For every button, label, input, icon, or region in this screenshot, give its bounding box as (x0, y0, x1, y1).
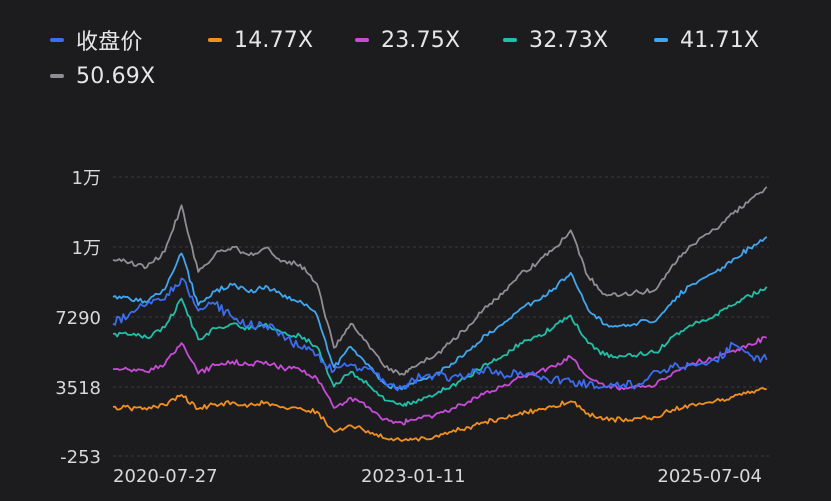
series-line-0 (112, 277, 768, 392)
legend-label: 32.73X (529, 27, 609, 53)
legend-row-1: 收盘价 14.77X 23.75X 32.73X 41.71X (50, 22, 820, 58)
y-tick-label: 1万 (72, 238, 101, 259)
x-tick-label: 2020-07-27 (113, 466, 218, 487)
x-tick-label: 2025-07-04 (657, 466, 762, 487)
legend-swatch (654, 38, 668, 42)
y-tick-label: 7290 (55, 308, 101, 329)
legend-swatch (50, 38, 64, 42)
legend: 收盘价 14.77X 23.75X 32.73X 41.71X 50. (50, 22, 820, 94)
legend-label: 14.77X (234, 27, 314, 53)
y-tick-label: -253 (60, 447, 101, 468)
legend-swatch (355, 38, 369, 42)
legend-item-41-71x[interactable]: 41.71X (654, 25, 804, 55)
legend-item-close-price[interactable]: 收盘价 (50, 25, 208, 55)
y-tick-label: 1万 (72, 168, 101, 189)
series-line-3 (112, 286, 768, 407)
legend-label: 50.69X (76, 63, 156, 89)
legend-item-14-77x[interactable]: 14.77X (208, 25, 355, 55)
legend-label: 收盘价 (76, 30, 143, 55)
legend-swatch (208, 38, 222, 42)
legend-swatch (503, 38, 517, 42)
legend-item-32-73x[interactable]: 32.73X (503, 25, 654, 55)
series-line-2 (112, 336, 767, 426)
legend-label: 23.75X (381, 27, 461, 53)
y-tick-label: 3518 (55, 378, 101, 399)
series-line-5 (112, 186, 768, 376)
legend-label: 41.71X (680, 27, 760, 53)
x-tick-label: 2023-01-11 (361, 466, 466, 487)
legend-item-50-69x[interactable]: 50.69X (50, 61, 210, 91)
legend-swatch (50, 74, 64, 78)
series-line-1 (112, 387, 767, 442)
legend-item-23-75x[interactable]: 23.75X (355, 25, 503, 55)
legend-row-2: 50.69X (50, 58, 820, 94)
